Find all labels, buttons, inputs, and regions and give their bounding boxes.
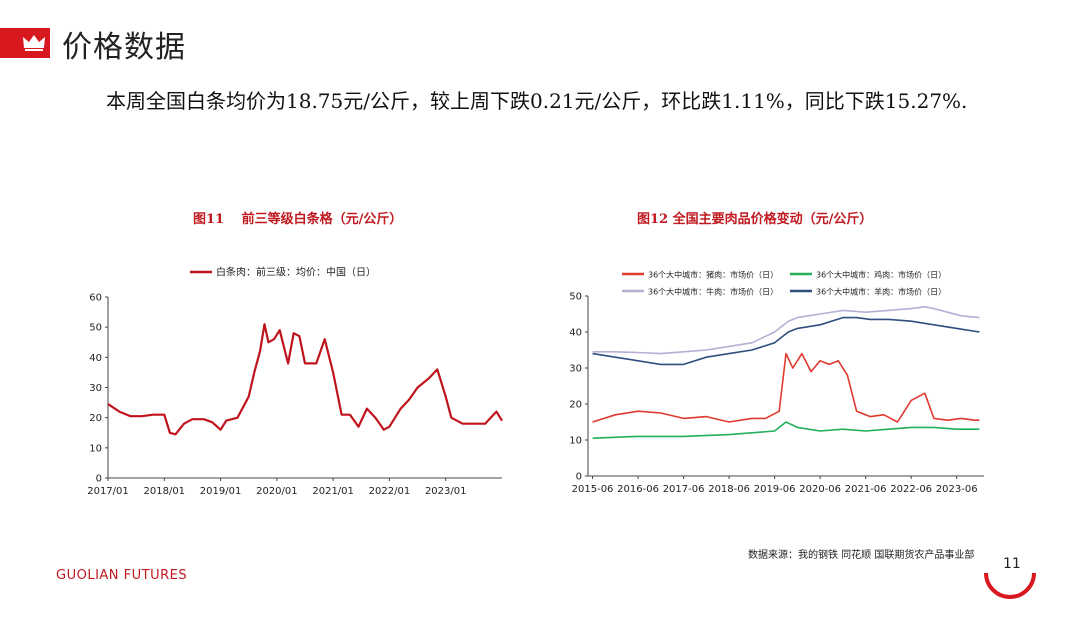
series-line-3: [592, 305, 980, 355]
chart2-svg: 0 10 20 30 40 50 2015-06 2016-06 2017-06 2018-06 2…: [569, 270, 984, 495]
series-line-1: [107, 323, 503, 436]
x-tick-label: 2019-06: [754, 484, 796, 495]
series-line-4: [592, 316, 980, 366]
y-tick-label: 20: [569, 400, 582, 411]
page-arc-icon: [984, 572, 1036, 599]
x-tick-label: 2021/01: [312, 486, 354, 497]
x-tick-label: 2022-06: [890, 484, 932, 495]
x-tick-label: 2020-06: [799, 484, 841, 495]
brand-logo: GUOLIAN FUTURES: [56, 568, 188, 583]
legend-label: 36个大中城市：羊肉：市场价（日）: [816, 287, 946, 297]
legend-label: 白条肉：前三级：均价：中国（日）: [216, 266, 376, 279]
x-tick-label: 2018/01: [144, 486, 186, 497]
page-title: 价格数据: [62, 30, 186, 65]
y-tick-label: 10: [569, 436, 582, 447]
y-tick-label: 0: [576, 472, 582, 483]
summary-text: 本周全国白条均价为18.75元/公斤，较上周下跌0.21元/公斤，环比跌1.11…: [106, 89, 968, 113]
x-tick-label: 2023-06: [936, 484, 978, 495]
x-tick-label: 2018-06: [708, 484, 750, 495]
crown-icon: [23, 35, 45, 51]
y-tick-label: 30: [569, 364, 582, 375]
y-tick-label: 0: [96, 474, 102, 485]
y-tick-label: 60: [89, 293, 102, 304]
y-tick-label: 40: [569, 328, 582, 339]
x-tick-label: 2022/01: [369, 486, 411, 497]
x-tick-label: 2017/01: [87, 486, 129, 497]
x-tick-label: 2023/01: [425, 486, 467, 497]
chart1-title: 图11 前三等级白条格（元/公斤）: [193, 212, 403, 227]
legend-label: 36个大中城市：鸡肉：市场价（日）: [816, 270, 946, 280]
x-tick-label: 2015-06: [572, 484, 614, 495]
y-tick-label: 50: [89, 323, 102, 334]
x-tick-label: 2020/01: [256, 486, 298, 497]
legend-label: 36个大中城市：牛肉：市场价（日）: [648, 287, 778, 297]
chart1-svg: 0 10 20 30 40 50 60 2017/01 2018/01 2019/01 2020/0…: [87, 266, 503, 497]
y-tick-label: 20: [89, 413, 102, 424]
x-tick-label: 2017-06: [663, 484, 705, 495]
data-source: 数据来源：我的钢铁 同花顺 国联期货农产品事业部: [748, 550, 975, 561]
y-tick-label: 40: [89, 353, 102, 364]
legend-label: 36个大中城市：猪肉：市场价（日）: [648, 270, 778, 280]
series-line-1: [592, 352, 980, 423]
chart2-title: 图12 全国主要肉品价格变动（元/公斤）: [637, 212, 873, 227]
y-tick-label: 50: [569, 292, 582, 303]
x-tick-label: 2016-06: [617, 484, 659, 495]
page-number: 11: [1003, 556, 1021, 572]
x-tick-label: 2019/01: [200, 486, 242, 497]
y-tick-label: 10: [89, 443, 102, 454]
series-line-2: [592, 421, 980, 439]
y-tick-label: 30: [89, 383, 102, 394]
x-tick-label: 2021-06: [845, 484, 887, 495]
